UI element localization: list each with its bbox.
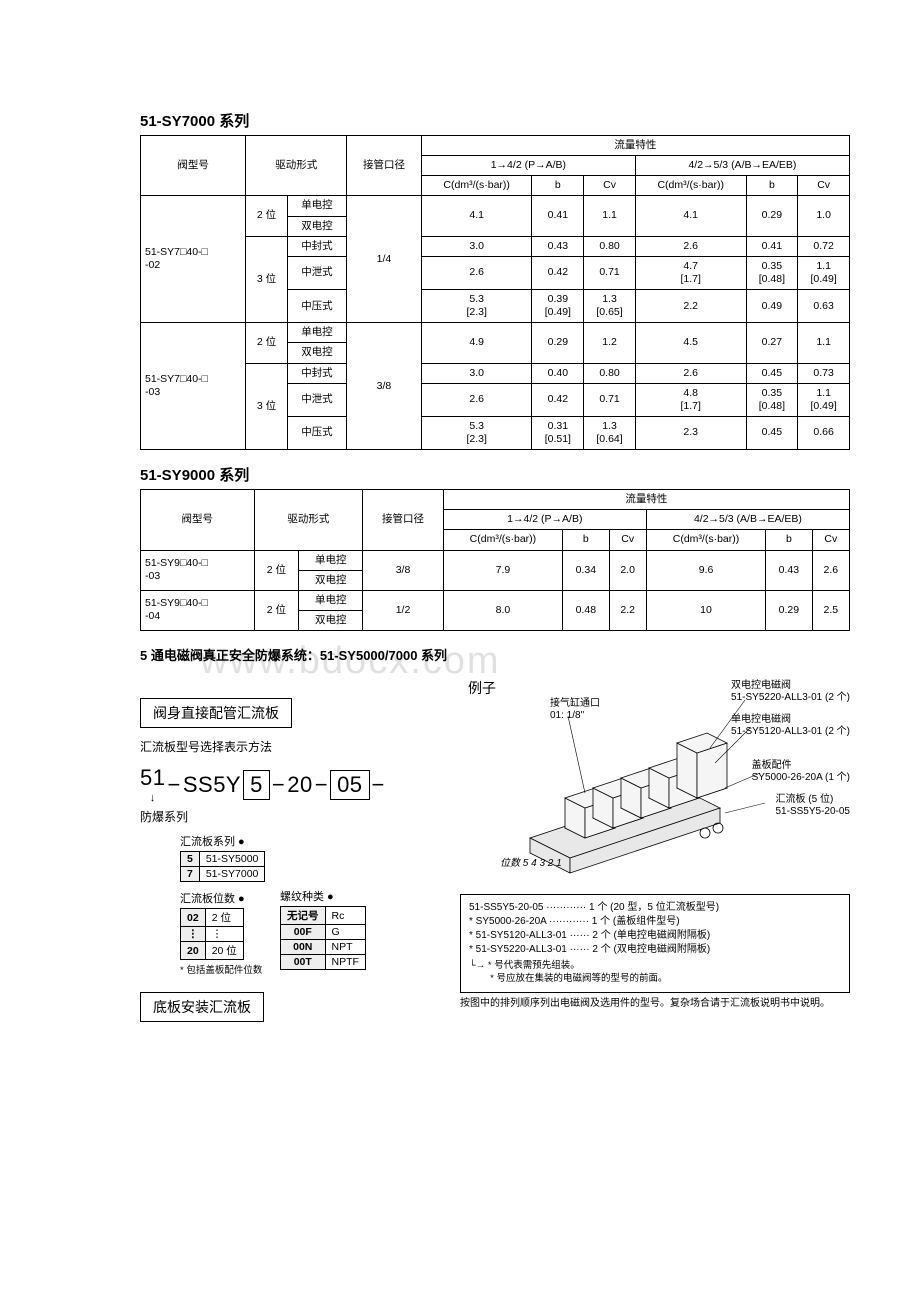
stations-opts-table: 022 位⋮⋮2020 位	[180, 908, 244, 960]
partseg-51: 51	[140, 765, 165, 790]
arrow-icon: ↓	[140, 793, 165, 804]
callout-cover-title: 盖板配件	[752, 760, 850, 772]
callout-single-title: 单电控电磁阀	[731, 714, 850, 726]
callout-dual-title: 双电控电磁阀	[731, 680, 850, 692]
callout-dual-model: 51-SY5220-ALL3-01 (2 个)	[731, 692, 850, 704]
legend-item: * 51-SY5220-ALL3-01 ······ 2 个 (双电控电磁阀附隔…	[469, 943, 841, 957]
manifold-box-title: 阀身直接配管汇流板	[140, 698, 292, 728]
series-opts-head: 汇流板系列 ●	[180, 833, 440, 849]
legend-item: 51-SS5Y5-20-05 ············ 1 个 (20 型，5 …	[469, 901, 841, 915]
callout-port-size: 01: 1/8"	[550, 710, 600, 722]
legend-box: 51-SS5Y5-20-05 ············ 1 个 (20 型，5 …	[460, 894, 850, 993]
table-7000: 阀型号驱动形式接管口径流量特性1→4/2 (P→A/B)4/2→5/3 (A/B…	[140, 135, 850, 450]
thread-opts-table: 无记号Rc00FG00NNPT00TNPTF	[280, 906, 366, 970]
partseg-20: 20	[287, 772, 312, 798]
callout-manifold-title: 汇流板 (5 位)	[776, 794, 851, 806]
thread-opts-head: 螺纹种类 ●	[280, 888, 440, 904]
partseg-05: 05	[330, 770, 369, 800]
legend-notes: └→ * 号代表需预先组装。 * 号应放在集装的电磁阀等的型号的前面。	[469, 959, 841, 986]
callout-positions: 位数 5 4 3 2 1	[500, 858, 562, 870]
manifold-box2-title: 底板安装汇流板	[140, 992, 264, 1022]
callout-single-model: 51-SY5120-ALL3-01 (2 个)	[731, 726, 850, 738]
series-9000-title: 51-SY9000 系列	[140, 464, 850, 485]
callout-port-title: 接气缸通口	[550, 698, 600, 710]
partseg-5: 5	[243, 770, 270, 800]
legend-item: * SY5000-26-20A ············ 1 个 (盖板组件型号…	[469, 915, 841, 929]
partseg-ss5y: SS5Y	[183, 772, 241, 798]
part-number: 51 ↓ − SS5Y 5 − 20 − 05 −	[140, 765, 440, 804]
callout-cover-model: SY5000-26-20A (1 个)	[752, 772, 850, 784]
callout-manifold-model: 51-SS5Y5-20-05	[776, 806, 851, 818]
legend-item: * 51-SY5120-ALL3-01 ······ 2 个 (单电控电磁阀附隔…	[469, 929, 841, 943]
series-7000-title: 51-SY7000 系列	[140, 110, 850, 131]
series-opts-table: 551-SY5000751-SY7000	[180, 851, 265, 882]
manifold-diagram: 双电控电磁阀 51-SY5220-ALL3-01 (2 个) 单电控电磁阀 51…	[460, 678, 850, 888]
legend-footer: 按图中的排列顺序列出电磁阀及选用件的型号。复杂场合请于汇流板说明书中说明。	[460, 997, 850, 1010]
subsection-title: 5 通电磁阀真正安全防爆系统：51-SY5000/7000 系列	[140, 645, 850, 664]
explode-label: 防爆系列	[140, 808, 440, 825]
table-9000: 阀型号驱动形式接管口径流量特性1→4/2 (P→A/B)4/2→5/3 (A/B…	[140, 489, 850, 631]
selection-title: 汇流板型号选择表示方法	[140, 738, 440, 755]
